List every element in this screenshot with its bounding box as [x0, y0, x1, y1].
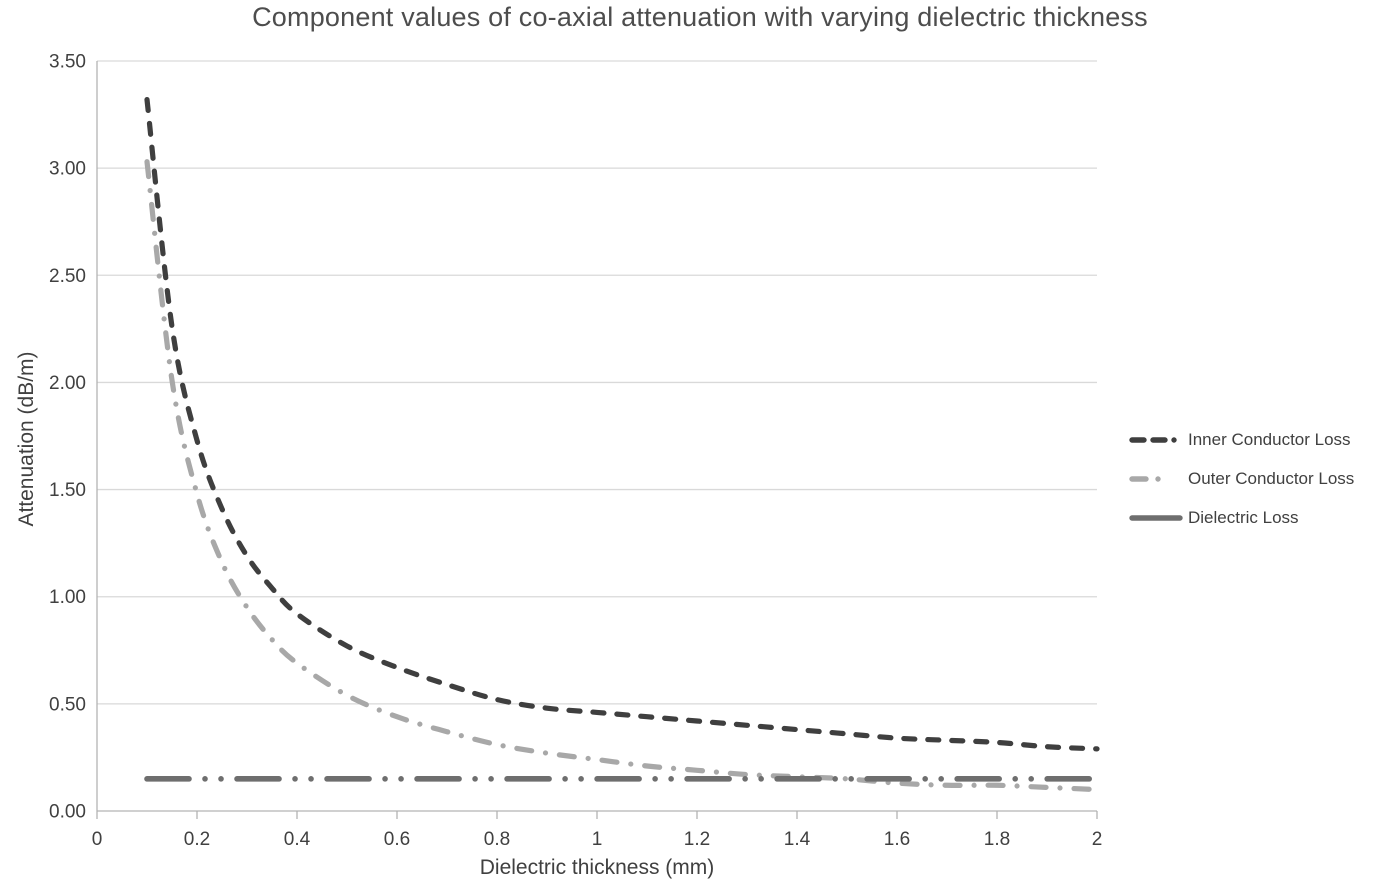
legend-item-inner-conductor-loss: Inner Conductor Loss	[1128, 420, 1400, 459]
legend-line-sample-dielectric	[1129, 514, 1186, 521]
legend-line-sample-outer	[1129, 475, 1186, 482]
x-tick-label: 0	[92, 829, 103, 850]
legend-item-dielectric-loss: Dielectric Loss	[1128, 498, 1400, 537]
y-tick-label: 3.00	[49, 159, 86, 180]
legend-item-outer-conductor-loss: Outer Conductor Loss	[1128, 459, 1400, 498]
y-tick-label: 2.00	[49, 373, 86, 394]
x-tick-label: 1.4	[784, 829, 811, 850]
x-tick-label: 2	[1092, 829, 1103, 850]
x-axis-title: Dielectric thickness (mm)	[479, 856, 715, 879]
chart-title: Component values of co-axial attenuation…	[252, 2, 1148, 32]
legend-label: Inner Conductor Loss	[1188, 429, 1351, 449]
series-line-inner-conductor-loss	[144, 96, 1100, 752]
y-tick-label: 1.50	[49, 480, 86, 501]
legend-label: Outer Conductor Loss	[1188, 468, 1355, 488]
y-tick-label: 0.00	[49, 802, 86, 823]
x-tick-label: 1	[592, 829, 603, 850]
x-tick-label: 1.6	[884, 829, 910, 850]
y-axis-title: Attenuation (dB/m)	[15, 351, 38, 527]
x-tick-label: 0.2	[184, 829, 210, 850]
legend-label: Dielectric Loss	[1188, 507, 1299, 527]
x-tick-label: 1.2	[684, 829, 710, 850]
y-tick-label: 1.00	[49, 587, 86, 608]
series-line-outer-conductor-loss	[144, 159, 1100, 793]
x-tick-label: 0.4	[284, 829, 311, 850]
legend-line-sample-inner	[1129, 436, 1186, 443]
y-tick-label: 0.50	[49, 694, 86, 715]
x-tick-label: 1.8	[984, 829, 1010, 850]
x-tick-label: 0.6	[384, 829, 410, 850]
y-tick-label: 3.50	[49, 52, 86, 73]
x-tick-label: 0.8	[484, 829, 510, 850]
legend: Inner Conductor Loss Outer Conductor Los…	[1128, 420, 1400, 537]
y-tick-label: 2.50	[49, 266, 86, 287]
